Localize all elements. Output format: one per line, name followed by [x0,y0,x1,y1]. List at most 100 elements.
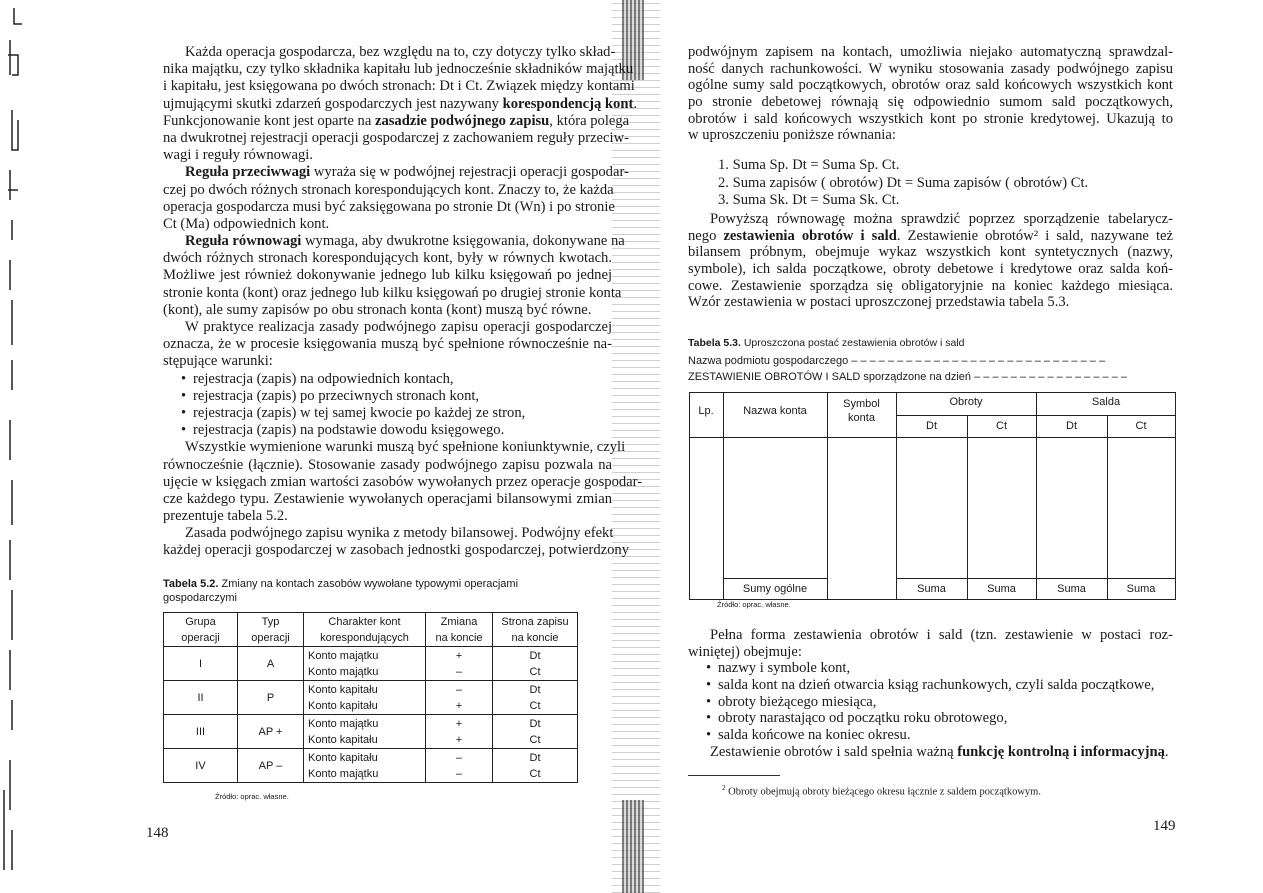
cell-change: + – [425,646,493,681]
text-line: winiętej) obejmuje: [688,643,802,660]
text-line: ogólne sumy sald początkowych, obrotów o… [688,77,1173,94]
column-header: Charakter kont korespondujących [303,612,426,647]
paragraph: Pełna forma zestawienia obrotów i sald (… [688,627,1173,660]
table-5-2: Grupa operacji Typ operacji Charakter kont ko… [163,612,578,783]
text-line: nego zestawienia obrotów i sald. Zestawi… [688,228,1173,245]
text-run: , która polega [549,112,630,129]
footnote-separator [688,775,780,776]
text-line: (kont), ale sumy zapisów po obu stronach… [163,301,592,318]
sum-turnover-dt: Suma [917,583,946,595]
text-run: Funkcjonowanie kont jest oparte na [163,112,375,129]
table-border [689,437,1176,439]
table-5-3: Lp. Nazwa konta Symbol konta Obroty Salda… [689,392,1177,601]
text-run: . [633,95,637,112]
cell-side: Dt Ct [492,680,578,715]
text-line: W praktyce realizacja zasady podwójnego … [185,319,612,335]
header-symbol-line1: Symbol [843,398,880,410]
text-line: dwóch różnych stronach korespondujących … [163,250,612,267]
sum-turnover-ct: Suma [987,583,1016,595]
right-page-bottom-text: Pełna forma zestawienia obrotów i sald (… [688,627,1173,761]
header-turnover-dt: Dt [926,420,937,432]
paragraph: Reguła równowagi wymaga, aby dwukrotne k… [163,233,625,319]
cell-type: AP + [237,714,304,749]
text-line: Możliwe jest również dokonywanie jednego… [163,267,612,284]
header-turnover-ct: Ct [996,420,1007,432]
right-page-intro-text: podwójnym zapisem na kontach, umożliwia … [688,44,1173,144]
text-line: na dwukrotnej rejestracji operacji gospo… [163,129,629,146]
text-line: stępujące warunki: [163,353,273,370]
bullet-text: nazwy i symbole kont, [718,660,851,677]
text-line: oznacza, że w procesie księgowania muszą… [163,336,612,353]
table-border [1036,392,1038,600]
table-5-3-caption: Tabela 5.3. Uproszczona postać zestawien… [688,336,964,350]
page-number-right: 149 [1153,818,1176,834]
text-line: ność danych rachunkowości. W wyniku stos… [688,60,1173,77]
bullet-text: obroty narastająco od początku roku obro… [718,710,1008,727]
text-line: ujęcie w księgach zmian wartości zasobów… [163,473,643,490]
bullet-item: • salda końcowe na koniec okresu. [688,727,1173,744]
table-border [723,392,725,600]
bullet-icon: • [706,677,712,694]
bold-term: Reguła przeciwwagi [185,164,311,181]
header-account-name: Nazwa konta [743,405,807,417]
table-border [896,392,898,600]
text-line: Zestawienie obrotów i sald spełnia ważną… [688,744,1173,761]
cell-accounts: Konto kapitału Konto kapitału [303,680,426,715]
table-border [689,599,1176,601]
text-line: nika majątku, czy tylko składnika kapita… [163,61,634,78]
cell-group: III [163,714,238,749]
cell-group: I [163,646,238,681]
bullet-list: • nazwy i symbole kont, • salda kont na dzi… [688,660,1173,743]
text-run: ujmującymi skutki zdarzeń gospodarczych … [163,95,503,112]
paragraph: Powyższą równowagę można sprawdzić poprz… [688,211,1173,311]
text-line: Ct (Ma) odpowiednich kont. [163,215,330,232]
text-line: podwójnym zapisem na kontach, umożliwia … [688,44,1173,60]
text-run: wymaga, aby dwukrotne księgowania, dokon… [301,233,625,250]
bullet-icon: • [181,422,187,439]
footnote-text: Obroty obejmują obroty bieżącego okresu … [725,786,1041,798]
header-account-symbol: Symbol konta [827,397,896,425]
bullet-icon: • [706,727,712,744]
table-caption-text: Uproszczona postać zestawienia obrotów i… [740,337,965,349]
paragraph: W praktyce realizacja zasady podwójnego … [163,319,612,371]
text-run: Zestawienie obrotów i sald spełnia ważną [710,743,958,760]
bullet-icon: • [706,710,712,727]
cell-group: II [163,680,238,715]
page-number-left: 148 [146,825,169,841]
table-border [689,392,1176,394]
text-line: Zasada podwójnego zapisu wynika z metody… [185,525,614,542]
column-header: Grupa operacji [163,612,238,647]
bullet-icon: • [181,387,187,404]
text-line: stronie konta (kont) oraz jednego lub ki… [163,284,622,301]
text-line: bilansem próbnym, obejmuje wykaz wszystk… [688,244,1173,261]
scan-edge-artifacts [3,8,22,870]
table-row: II P Konto kapitału Konto kapitału – + Dt Ct [163,680,578,715]
text-line: operacja gospodarcza musi być zaksięgowa… [163,198,615,215]
cell-type: P [237,680,304,715]
text-line: po stronie debetowej równają się odpowie… [688,94,1173,111]
book-gutter-shadow [612,0,660,893]
bullet-item: • rejestracja (zapis) na odpowiednich kon… [163,371,612,388]
text-line: obrotów i sald końcowych wszystkich kont… [688,110,1173,127]
header-lp: Lp. [698,405,714,417]
equation-3: 3. Suma Sk. Dt = Suma Sk. Ct. [718,192,900,208]
cell-type: AP – [237,748,304,783]
statement-date-line: ZESTAWIENIE OBROTÓW I SALD sporządzone n… [688,371,1127,383]
bullet-icon: • [181,404,187,421]
table-border [1107,415,1109,600]
text-run: nego [688,227,724,244]
bullet-icon: • [181,370,187,387]
paragraph: Każda operacja gospodarcza, bez względu … [163,44,637,164]
table-border [827,392,829,600]
text-line: ujmującymi skutki zdarzeń gospodarczych … [163,95,637,113]
text-run: . [1164,743,1169,760]
cell-change: + + [425,714,493,749]
bullet-item: • obroty bieżącego miesiąca, [688,694,1173,711]
footnote: 2 Obroty obejmują obroty bieżącego okres… [722,784,1041,798]
header-balances-dt: Dt [1066,420,1077,432]
cell-group: IV [163,748,238,783]
table-row: IV AP – Konto kapitału Konto majątku – – Dt Ct [163,748,578,783]
entity-name-line: Nazwa podmiotu gospodarczego – – – – – –… [688,355,1106,367]
paragraph: Reguła przeciwwagi wyraża się w podwójne… [163,164,629,233]
cell-side: Dt Ct [492,714,578,749]
